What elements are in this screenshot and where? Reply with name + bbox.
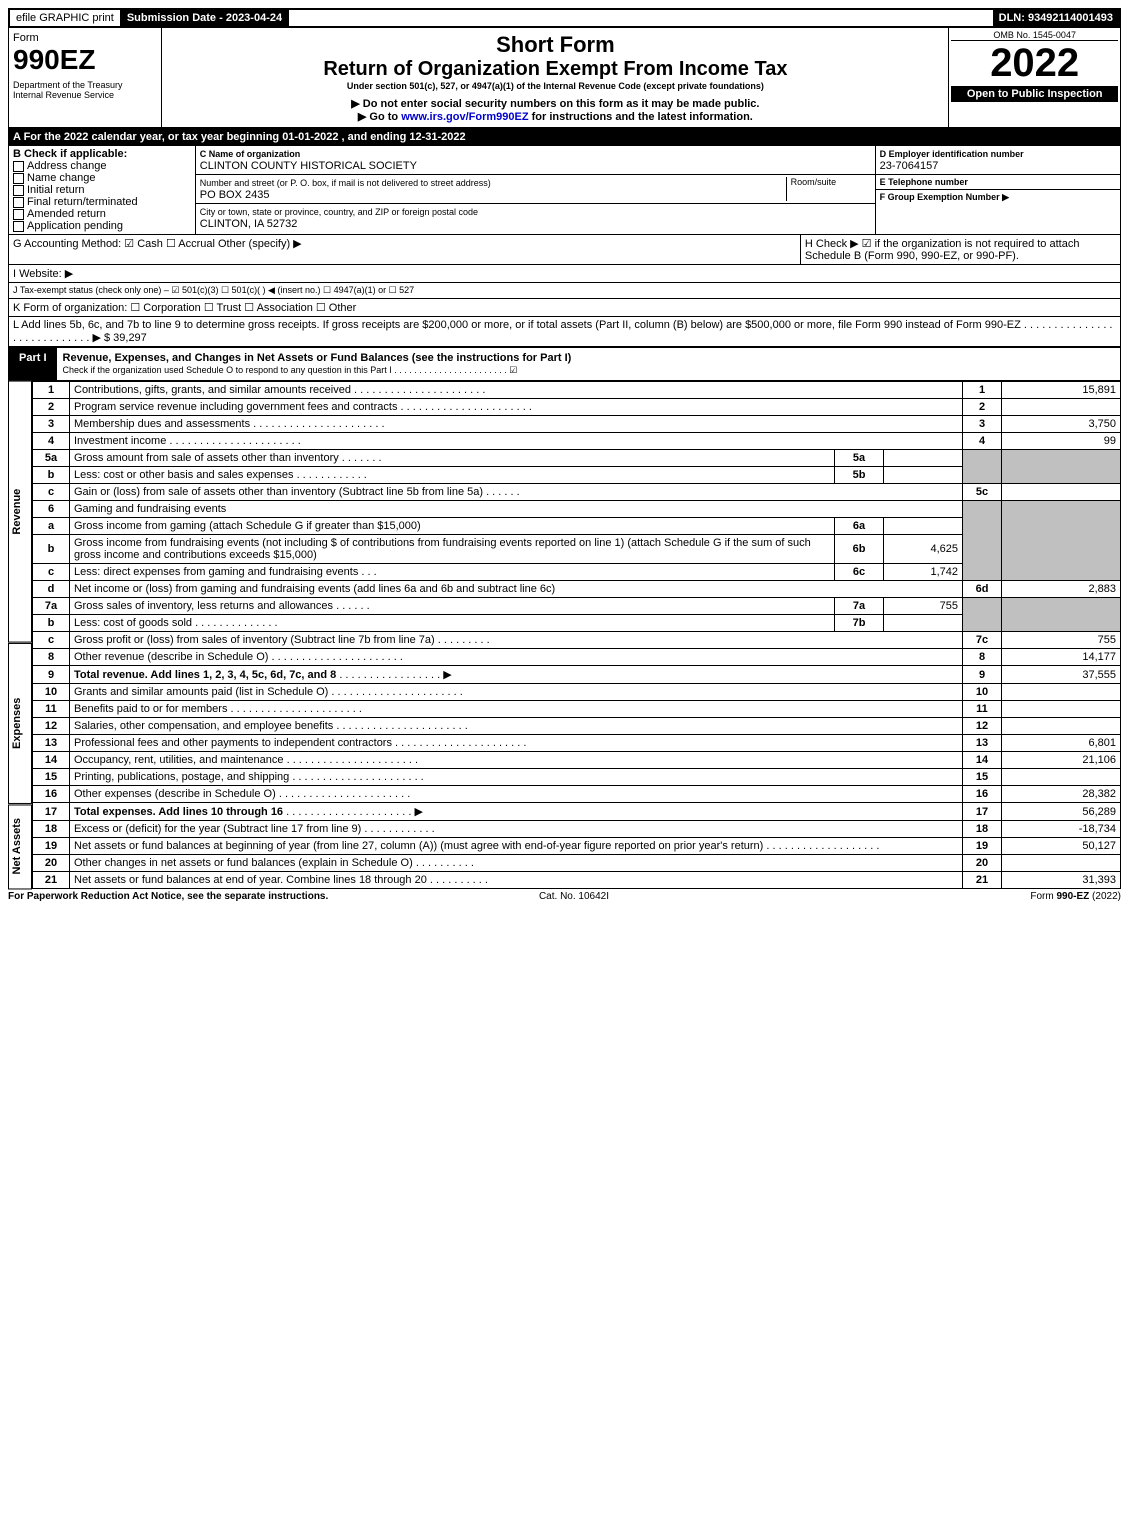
line-20: 20Other changes in net assets or fund ba… (33, 855, 1121, 872)
b-opt-1[interactable]: Name change (13, 172, 191, 184)
g-accounting: G Accounting Method: ☑ Cash ☐ Accrual Ot… (9, 235, 801, 264)
line-17: 17Total expenses. Add lines 10 through 1… (33, 803, 1121, 821)
line-1: 1Contributions, gifts, grants, and simil… (33, 382, 1121, 399)
l-gross-receipts: L Add lines 5b, 6c, and 7b to line 9 to … (9, 317, 1120, 346)
b-label: B Check if applicable: (13, 148, 191, 160)
ein: 23-7064157 (880, 160, 939, 172)
goto-link[interactable]: ▶ Go to www.irs.gov/Form990EZ for instru… (166, 110, 944, 123)
line-7a: 7aGross sales of inventory, less returns… (33, 598, 1121, 615)
line-13: 13Professional fees and other payments t… (33, 735, 1121, 752)
main-title: Return of Organization Exempt From Incom… (166, 58, 944, 81)
line-6d: dNet income or (loss) from gaming and fu… (33, 581, 1121, 598)
b-opt-3[interactable]: Final return/terminated (13, 196, 191, 208)
j-tax-status: J Tax-exempt status (check only one) – ☑… (9, 283, 1120, 298)
top-bar: efile GRAPHIC print Submission Date - 20… (8, 8, 1121, 28)
org-street: PO BOX 2435 (200, 189, 270, 201)
short-form-title: Short Form (166, 32, 944, 58)
line-10: 10Grants and similar amounts paid (list … (33, 684, 1121, 701)
c-street-label: Number and street (or P. O. box, if mail… (200, 178, 491, 188)
org-name: CLINTON COUNTY HISTORICAL SOCIETY (200, 160, 417, 172)
line-14: 14Occupancy, rent, utilities, and mainte… (33, 752, 1121, 769)
line-12: 12Salaries, other compensation, and empl… (33, 718, 1121, 735)
line-11: 11Benefits paid to or for members11 (33, 701, 1121, 718)
part1-tab: Part I (9, 348, 57, 380)
expenses-tab: Expenses (8, 643, 32, 804)
ssn-warning: ▶ Do not enter social security numbers o… (166, 97, 944, 110)
c-city-label: City or town, state or province, country… (200, 207, 478, 217)
footer-right: Form 990-EZ (2022) (1030, 891, 1121, 902)
i-website: I Website: ▶ (9, 265, 1120, 282)
line-5a: 5aGross amount from sale of assets other… (33, 450, 1121, 467)
footer-cat: Cat. No. 10642I (539, 891, 609, 902)
d-label: D Employer identification number (880, 149, 1024, 159)
form-header: Form 990EZ Department of the Treasury In… (8, 28, 1121, 128)
line-5c: cGain or (loss) from sale of assets othe… (33, 484, 1121, 501)
tax-year: 2022 (951, 41, 1118, 86)
line-2: 2Program service revenue including gover… (33, 399, 1121, 416)
line-5b: bLess: cost or other basis and sales exp… (33, 467, 1121, 484)
part1-header: Part I Revenue, Expenses, and Changes in… (8, 347, 1121, 381)
form-word: Form (13, 32, 157, 44)
open-inspection: Open to Public Inspection (951, 86, 1118, 102)
section-a: A For the 2022 calendar year, or tax yea… (8, 128, 1121, 146)
revenue-tab: Revenue (8, 381, 32, 643)
h-schedule-b: H Check ▶ ☑ if the organization is not r… (801, 235, 1120, 264)
omb: OMB No. 1545-0047 (951, 30, 1118, 41)
form-number: 990EZ (13, 44, 157, 76)
line-8: 8Other revenue (describe in Schedule O)8… (33, 649, 1121, 666)
line-18: 18Excess or (deficit) for the year (Subt… (33, 821, 1121, 838)
line-19: 19Net assets or fund balances at beginni… (33, 838, 1121, 855)
b-opt-2[interactable]: Initial return (13, 184, 191, 196)
lines-table: 1Contributions, gifts, grants, and simil… (32, 381, 1121, 889)
netassets-tab: Net Assets (8, 804, 32, 889)
room-label: Room/suite (786, 177, 871, 201)
line-3: 3Membership dues and assessments33,750 (33, 416, 1121, 433)
line-15: 15Printing, publications, postage, and s… (33, 769, 1121, 786)
dept-label: Department of the Treasury Internal Reve… (13, 80, 157, 100)
b-opt-0[interactable]: Address change (13, 160, 191, 172)
line-16: 16Other expenses (describe in Schedule O… (33, 786, 1121, 803)
b-opt-5[interactable]: Application pending (13, 220, 191, 232)
k-org-form: K Form of organization: ☐ Corporation ☐ … (9, 299, 1120, 316)
dln: DLN: 93492114001493 (993, 10, 1119, 26)
page-footer: For Paperwork Reduction Act Notice, see … (8, 889, 1121, 902)
line-21: 21Net assets or fund balances at end of … (33, 872, 1121, 889)
subtitle: Under section 501(c), 527, or 4947(a)(1)… (166, 81, 944, 91)
part1-check: Check if the organization used Schedule … (63, 365, 518, 375)
c-name-label: C Name of organization (200, 149, 301, 159)
part1-title: Revenue, Expenses, and Changes in Net As… (63, 352, 572, 364)
line-7c: cGross profit or (loss) from sales of in… (33, 632, 1121, 649)
org-city: CLINTON, IA 52732 (200, 218, 298, 230)
identity-block: B Check if applicable: Address change Na… (8, 146, 1121, 235)
footer-left: For Paperwork Reduction Act Notice, see … (8, 891, 328, 902)
line-9: 9Total revenue. Add lines 1, 2, 3, 4, 5c… (33, 666, 1121, 684)
submission-date: Submission Date - 2023-04-24 (121, 10, 289, 26)
line-6c: cLess: direct expenses from gaming and f… (33, 564, 1121, 581)
line-6a: aGross income from gaming (attach Schedu… (33, 518, 1121, 535)
b-opt-4[interactable]: Amended return (13, 208, 191, 220)
line-6b: bGross income from fundraising events (n… (33, 535, 1121, 564)
line-4: 4Investment income499 (33, 433, 1121, 450)
efile-label: efile GRAPHIC print (10, 10, 121, 26)
line-6: 6Gaming and fundraising events (33, 501, 1121, 518)
line-7b: bLess: cost of goods sold . . . . . . . … (33, 615, 1121, 632)
e-label: E Telephone number (876, 175, 1120, 190)
f-label: F Group Exemption Number ▶ (876, 190, 1120, 205)
